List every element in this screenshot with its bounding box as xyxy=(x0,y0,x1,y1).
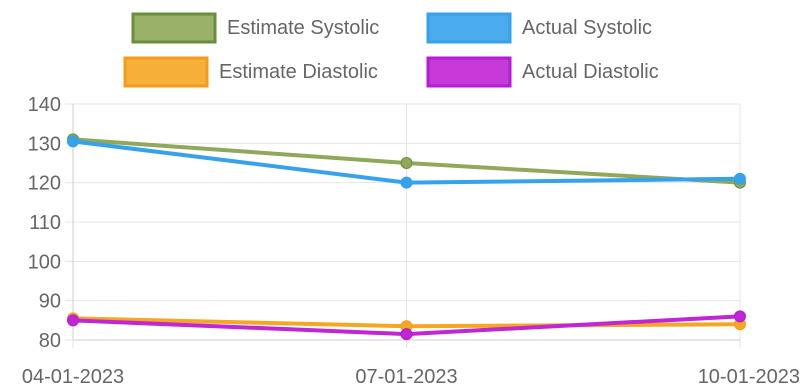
y-tick-label: 130 xyxy=(28,133,61,155)
data-point xyxy=(734,310,746,323)
legend-label: Estimate Systolic xyxy=(227,17,379,39)
y-tick-label: 140 xyxy=(28,94,61,116)
y-tick-label: 110 xyxy=(29,212,61,234)
data-point xyxy=(400,176,413,189)
y-tick-label: 90 xyxy=(39,291,61,313)
y-tick-label: 80 xyxy=(39,330,61,352)
legend-swatch xyxy=(123,56,209,88)
legend-label: Actual Diastolic xyxy=(522,61,659,83)
legend-swatch xyxy=(426,56,512,88)
data-point xyxy=(400,157,413,169)
data-point xyxy=(67,314,79,327)
x-tick-label: 04-01-2023 xyxy=(22,366,124,388)
x-tick-label: 10-01-2023 xyxy=(698,366,800,388)
data-point xyxy=(400,328,413,341)
legend-label: Actual Systolic xyxy=(522,17,652,39)
legend-swatch xyxy=(131,12,217,44)
data-point xyxy=(67,135,79,148)
legend-label: Estimate Diastolic xyxy=(219,61,378,83)
y-tick-label: 100 xyxy=(28,251,61,273)
data-point xyxy=(734,172,746,185)
legend-swatch xyxy=(426,12,512,44)
y-tick-label: 120 xyxy=(28,173,61,195)
x-tick-label: 07-01-2023 xyxy=(355,366,457,388)
